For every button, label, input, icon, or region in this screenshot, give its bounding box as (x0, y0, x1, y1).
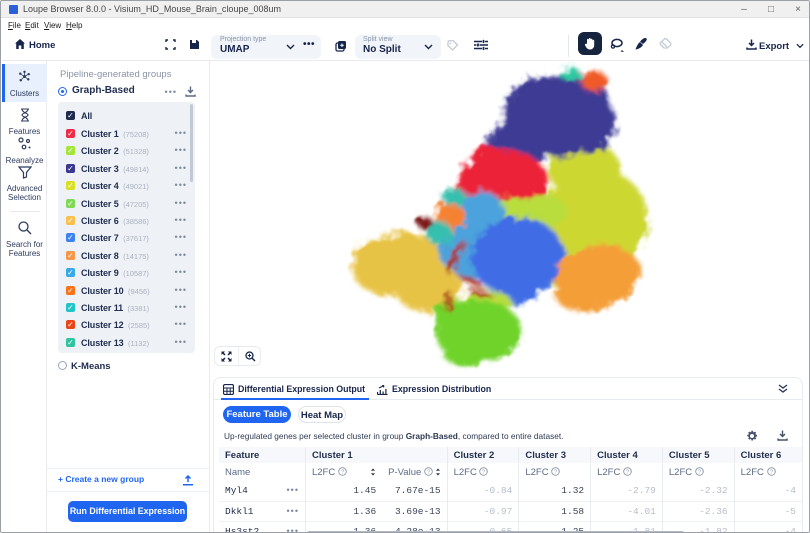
svg-text:?: ? (341, 469, 344, 475)
svg-text:?: ? (427, 469, 430, 475)
svg-text:?: ? (769, 469, 772, 475)
svg-text:?: ? (698, 469, 701, 475)
svg-text:?: ? (554, 469, 557, 475)
svg-text:?: ? (626, 469, 629, 475)
svg-text:?: ? (482, 469, 485, 475)
